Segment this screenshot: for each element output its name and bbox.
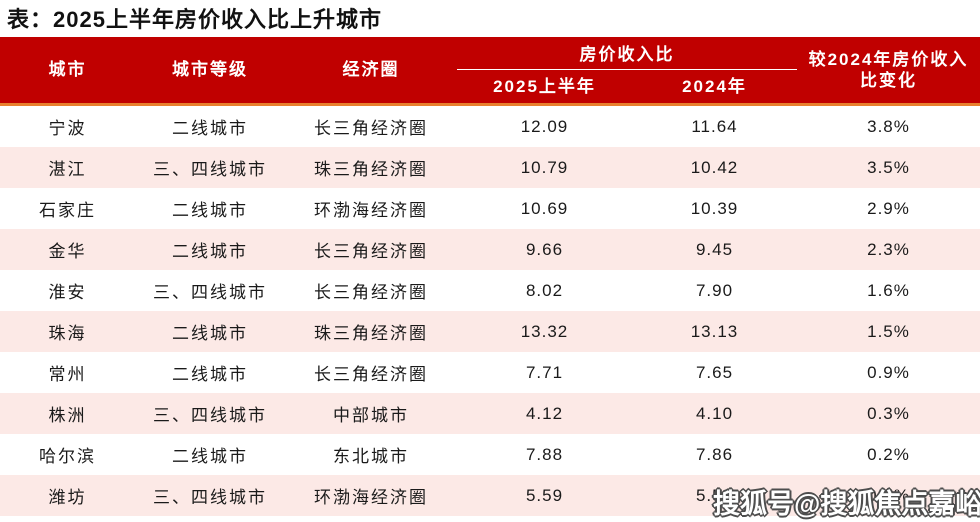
col-header-city: 城市 [48, 60, 87, 80]
cell-2025h1: 10.69 [520, 198, 569, 218]
cell-tier: 二线城市 [172, 242, 248, 261]
col-header-tier: 城市等级 [172, 60, 248, 80]
table-row: 常州 二线城市 长三角经济圈 7.71 7.65 0.9% [0, 352, 980, 393]
col-header-ratio-group: 房价收入比 [457, 37, 797, 70]
cell-change: 2.3% [867, 239, 910, 259]
cell-tier: 二线城市 [172, 447, 248, 466]
cell-2025h1: 12.09 [520, 116, 569, 136]
cell-city: 淮安 [48, 283, 87, 302]
table-row: 株洲 三、四线城市 中部城市 4.12 4.10 0.3% [0, 393, 980, 434]
cell-city: 石家庄 [39, 201, 96, 220]
cell-circle: 环渤海经济圈 [314, 488, 428, 507]
page-title: 表：2025上半年房价收入比上升城市 [7, 7, 382, 32]
cell-city: 珠海 [48, 324, 87, 343]
cell-city: 株洲 [48, 406, 87, 425]
cell-2024: 7.65 [695, 362, 734, 382]
cell-city: 湛江 [48, 160, 87, 179]
cell-2025h1: 10.79 [520, 157, 569, 177]
cell-change: 0.2% [867, 485, 910, 505]
table-row: 淮安 三、四线城市 长三角经济圈 8.02 7.90 1.6% [0, 270, 980, 311]
cell-circle: 东北城市 [333, 447, 409, 466]
cell-circle: 长三角经济圈 [314, 283, 428, 302]
cell-city: 潍坊 [48, 488, 87, 507]
cell-change: 0.2% [867, 444, 910, 464]
cell-change: 0.3% [867, 403, 910, 423]
cell-change: 1.5% [867, 321, 910, 341]
cell-tier: 二线城市 [172, 201, 248, 220]
cell-2024: 4.10 [695, 403, 734, 423]
data-table: 城市 城市等级 经济圈 房价收入比 2025上半年 2024年 较2024年房价… [0, 37, 980, 516]
sohu-watermark: 搜狐号@搜狐焦点嘉峪关站 [713, 489, 980, 519]
cell-2025h1: 7.88 [525, 444, 564, 464]
cell-2025h1: 9.66 [525, 239, 564, 259]
cell-2025h1: 8.02 [525, 280, 564, 300]
cell-city: 金华 [48, 242, 87, 261]
cell-change: 1.6% [867, 280, 910, 300]
col-header-2024: 2024年 [682, 76, 747, 96]
cell-circle: 长三角经济圈 [314, 242, 428, 261]
cell-2025h1: 5.59 [525, 485, 564, 505]
cell-2024: 11.64 [691, 116, 738, 136]
cell-tier: 二线城市 [172, 324, 248, 343]
cell-circle: 珠三角经济圈 [314, 324, 428, 343]
cell-change: 3.8% [867, 116, 910, 136]
cell-circle: 中部城市 [333, 406, 409, 425]
cell-2024: 5.58 [695, 485, 734, 505]
cell-2024: 9.45 [695, 239, 734, 259]
cell-tier: 三、四线城市 [153, 283, 267, 302]
cell-tier: 三、四线城市 [153, 406, 267, 425]
cell-tier: 二线城市 [172, 119, 248, 138]
table-row: 宁波 二线城市 长三角经济圈 12.09 11.64 3.8% [0, 106, 980, 147]
col-header-2025h1: 2025上半年 [493, 76, 596, 96]
cell-circle: 长三角经济圈 [314, 119, 428, 138]
cell-tier: 三、四线城市 [153, 160, 267, 179]
table-row: 潍坊 三、四线城市 环渤海经济圈 5.59 5.58 0.2% [0, 475, 980, 516]
cell-2025h1: 7.71 [525, 362, 564, 382]
cell-city: 宁波 [48, 119, 87, 138]
cell-city: 哈尔滨 [39, 447, 96, 466]
cell-change: 2.9% [867, 198, 910, 218]
cell-2024: 10.39 [690, 198, 739, 218]
cell-tier: 二线城市 [172, 365, 248, 384]
cell-2024: 7.86 [695, 444, 734, 464]
cell-2024: 10.42 [690, 157, 739, 177]
col-header-circle: 经济圈 [342, 60, 400, 80]
table-row: 石家庄 二线城市 环渤海经济圈 10.69 10.39 2.9% [0, 188, 980, 229]
cell-circle: 长三角经济圈 [314, 365, 428, 384]
table-row: 珠海 二线城市 珠三角经济圈 13.32 13.13 1.5% [0, 311, 980, 352]
cell-2024: 7.90 [695, 280, 734, 300]
cell-change: 0.9% [867, 362, 910, 382]
table-row: 湛江 三、四线城市 珠三角经济圈 10.79 10.42 3.5% [0, 147, 980, 188]
cell-2024: 13.13 [690, 321, 739, 341]
table-row: 哈尔滨 二线城市 东北城市 7.88 7.86 0.2% [0, 434, 980, 475]
cell-change: 3.5% [867, 157, 910, 177]
cell-city: 常州 [48, 365, 87, 384]
cell-circle: 珠三角经济圈 [314, 160, 428, 179]
table-header: 城市 城市等级 经济圈 房价收入比 2025上半年 2024年 较2024年房价… [0, 37, 980, 106]
cell-2025h1: 4.12 [525, 403, 564, 423]
cell-circle: 环渤海经济圈 [314, 201, 428, 220]
cell-tier: 三、四线城市 [153, 488, 267, 507]
col-header-change: 较2024年房价收入比变化 [808, 49, 969, 90]
table-row: 金华 二线城市 长三角经济圈 9.66 9.45 2.3% [0, 229, 980, 270]
cell-2025h1: 13.32 [520, 321, 569, 341]
